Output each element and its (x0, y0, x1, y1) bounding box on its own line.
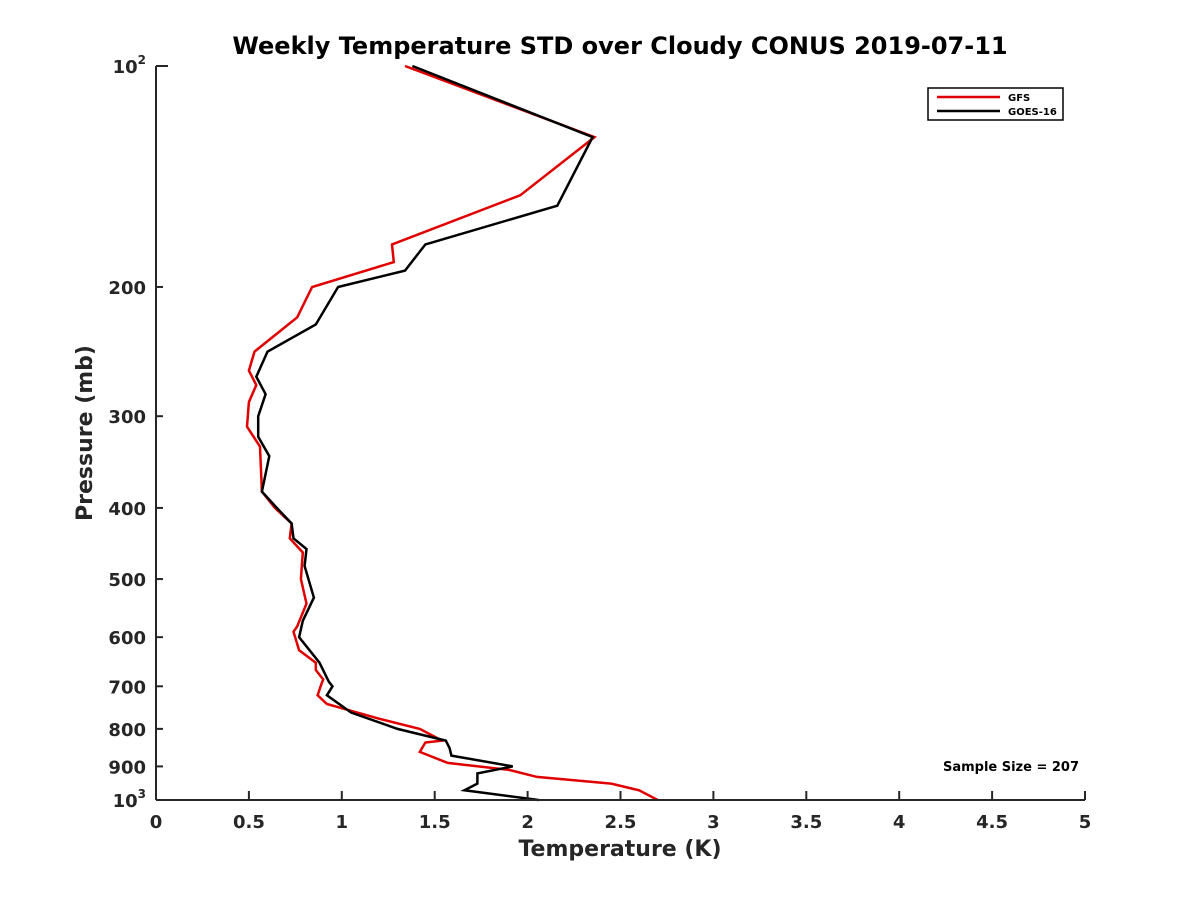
y-tick-label: 300 (108, 407, 146, 428)
x-axis-label: Temperature (K) (518, 837, 721, 862)
x-tick-label: 5 (1079, 812, 1092, 833)
x-tick-label: 1 (336, 812, 349, 833)
y-tick-label: 500 (108, 570, 146, 591)
plot-lines (245, 64, 659, 802)
legend-label-gfs: GFS (1008, 93, 1030, 104)
y-tick-label: 800 (108, 720, 146, 741)
x-ticks: 0 0.5 1 1.5 2 2.5 3 3.5 4 4.5 5 (150, 791, 1092, 833)
y-axis-label: Pressure (mb) (73, 345, 98, 521)
y-tick-label: 900 (108, 757, 146, 778)
x-tick-label: 2 (521, 812, 534, 833)
y-tick-label: 600 (108, 628, 146, 649)
series-line-goes16 (254, 64, 595, 802)
y-tick-label: 102 (113, 53, 146, 78)
y-ticks: 102 200 300 400 500 600 700 800 900 103 (108, 53, 168, 812)
x-tick-label: 4 (893, 812, 906, 833)
chart-title: Weekly Temperature STD over Cloudy CONUS… (232, 32, 1007, 60)
y-tick-label: 700 (108, 677, 146, 698)
legend-label-goes16: GOES-16 (1008, 107, 1057, 118)
x-tick-label: 4.5 (976, 812, 1008, 833)
x-tick-label: 2.5 (605, 812, 637, 833)
x-tick-label: 3.5 (790, 812, 822, 833)
x-tick-label: 0.5 (233, 812, 265, 833)
y-tick-label: 400 (108, 499, 146, 520)
series-line-gfs (245, 64, 659, 802)
y-tick-label: 200 (108, 278, 146, 299)
x-tick-label: 3 (707, 812, 720, 833)
sample-size-annotation: Sample Size = 207 (943, 760, 1079, 775)
x-tick-label: 0 (150, 812, 163, 833)
legend-box (927, 87, 1064, 121)
y-tick-label: 103 (113, 787, 146, 812)
x-tick-label: 1.5 (419, 812, 451, 833)
legend: GFS GOES-16 (927, 87, 1064, 121)
